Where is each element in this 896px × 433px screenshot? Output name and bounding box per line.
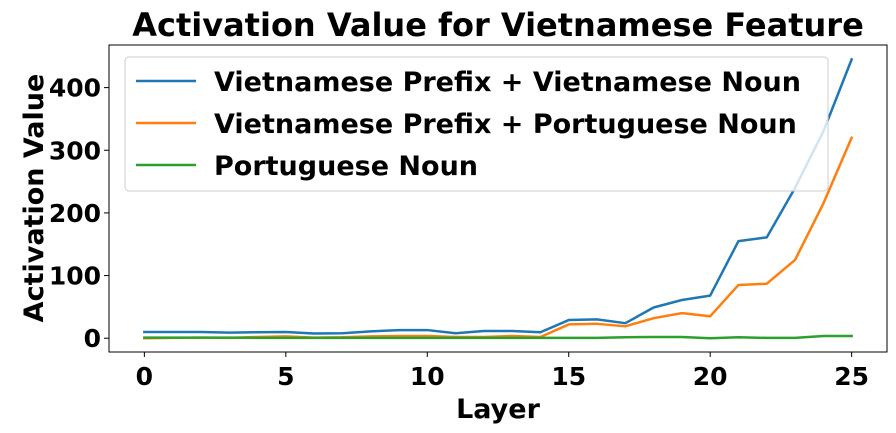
- x-tick-label: 0: [136, 362, 153, 391]
- chart-title: Activation Value for Vietnamese Feature: [132, 6, 864, 44]
- x-tick-label: 15: [551, 362, 586, 391]
- y-tick-label: 400: [49, 74, 101, 103]
- legend-label-2: Vietnamese Prefix + Portuguese Noun: [214, 109, 797, 140]
- x-axis-label: Layer: [456, 394, 541, 425]
- y-tick-label: 0: [84, 324, 101, 353]
- x-tick-label: 20: [693, 362, 728, 391]
- legend-box: [124, 56, 829, 192]
- x-tick-label: 5: [277, 362, 294, 391]
- legend-label-1: Vietnamese Prefix + Vietnamese Noun: [214, 67, 801, 98]
- plot-area: 0 5 10 15 20 25 0 100 200 300 400 Vietnamese Prefix…: [49, 44, 888, 391]
- x-tick-label: 25: [834, 362, 869, 391]
- y-tick-label: 100: [49, 262, 101, 291]
- y-tick-label: 200: [49, 199, 101, 228]
- y-tick-label: 300: [49, 136, 101, 165]
- legend-label-3: Portuguese Noun: [214, 151, 478, 182]
- plot-frame: [108, 44, 888, 353]
- y-axis-label: Activation Value: [19, 74, 50, 323]
- x-tick-label: 10: [410, 362, 445, 391]
- series-line-3: [143, 334, 853, 340]
- series-line-1: [143, 57, 854, 335]
- legend: Vietnamese Prefix + Vietnamese Noun Vietn…: [124, 56, 829, 192]
